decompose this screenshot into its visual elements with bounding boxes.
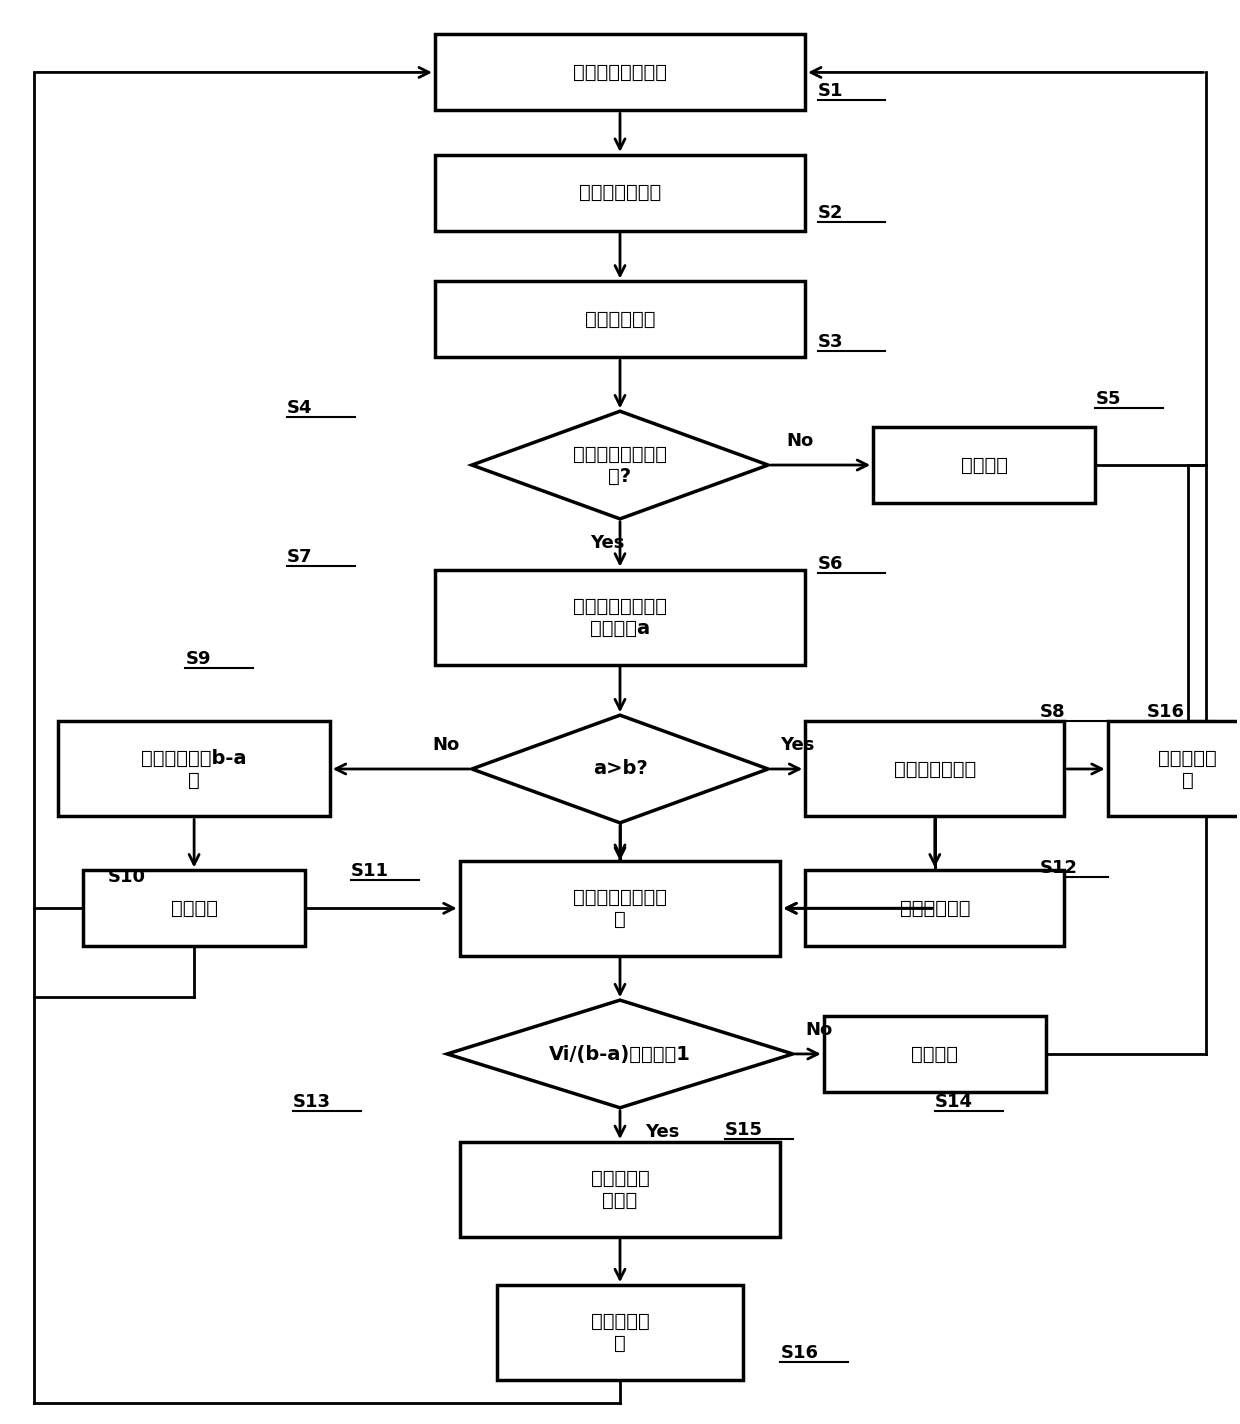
Text: 可变情况板发布信
息: 可变情况板发布信 息 (573, 887, 667, 928)
Text: S9: S9 (186, 649, 211, 668)
Text: 激光灯为绿
色: 激光灯为绿 色 (590, 1312, 650, 1353)
FancyBboxPatch shape (460, 1142, 780, 1237)
Text: 左转车全部远引: 左转车全部远引 (894, 759, 976, 779)
Text: 信号控制: 信号控制 (171, 899, 217, 918)
Text: 交通状态检测: 交通状态检测 (585, 310, 655, 329)
Text: Vi/(b-a)是否大于1: Vi/(b-a)是否大于1 (549, 1044, 691, 1064)
Text: 控制结束: 控制结束 (961, 456, 1008, 474)
Text: S16: S16 (1147, 703, 1185, 721)
Polygon shape (472, 715, 768, 823)
Text: 部分左转车
辆远引: 部分左转车 辆远引 (590, 1169, 650, 1210)
Text: S2: S2 (817, 204, 843, 222)
Text: 左转车道改为b-a
条: 左转车道改为b-a 条 (141, 749, 247, 789)
Text: S1: S1 (817, 83, 843, 100)
FancyBboxPatch shape (805, 722, 1064, 816)
Text: No: No (805, 1021, 832, 1038)
FancyBboxPatch shape (823, 1015, 1045, 1092)
FancyBboxPatch shape (805, 870, 1064, 947)
Text: Yes: Yes (590, 534, 625, 553)
Text: S10: S10 (108, 867, 146, 886)
FancyBboxPatch shape (496, 1284, 744, 1380)
Text: 车载信息诱导: 车载信息诱导 (899, 899, 970, 918)
Text: S15: S15 (725, 1121, 763, 1139)
Text: S6: S6 (817, 555, 843, 572)
Polygon shape (448, 1000, 792, 1108)
Text: 数据传输及存储: 数据传输及存储 (579, 184, 661, 202)
FancyBboxPatch shape (1107, 722, 1240, 816)
FancyBboxPatch shape (58, 722, 330, 816)
Text: 交通信息数据采集: 交通信息数据采集 (573, 63, 667, 83)
Text: S16: S16 (780, 1344, 818, 1361)
FancyBboxPatch shape (435, 282, 805, 357)
FancyBboxPatch shape (83, 870, 305, 947)
Text: S5: S5 (1095, 390, 1121, 409)
Text: S4: S4 (286, 399, 312, 417)
Text: 激光灯为绿
色: 激光灯为绿 色 (1158, 749, 1218, 789)
Polygon shape (472, 412, 768, 518)
Text: S14: S14 (935, 1094, 973, 1111)
Text: Yes: Yes (645, 1124, 680, 1141)
Text: No: No (786, 431, 813, 450)
Text: S13: S13 (293, 1094, 331, 1111)
Text: S12: S12 (1039, 859, 1078, 877)
Text: S8: S8 (1039, 703, 1065, 721)
FancyBboxPatch shape (873, 427, 1095, 503)
Text: No: No (433, 736, 460, 753)
Text: 交叉口直行车道饱
和?: 交叉口直行车道饱 和? (573, 444, 667, 486)
Text: S11: S11 (351, 863, 389, 880)
FancyBboxPatch shape (460, 862, 780, 956)
FancyBboxPatch shape (435, 570, 805, 665)
Text: S3: S3 (817, 333, 843, 352)
FancyBboxPatch shape (435, 34, 805, 111)
Text: Yes: Yes (780, 736, 815, 753)
Text: a>b?: a>b? (593, 759, 647, 779)
Text: 交叉口通行优化方
案，获得a: 交叉口通行优化方 案，获得a (573, 597, 667, 638)
Text: S7: S7 (286, 548, 312, 567)
Text: 控制结束: 控制结束 (911, 1044, 959, 1064)
FancyBboxPatch shape (435, 155, 805, 231)
